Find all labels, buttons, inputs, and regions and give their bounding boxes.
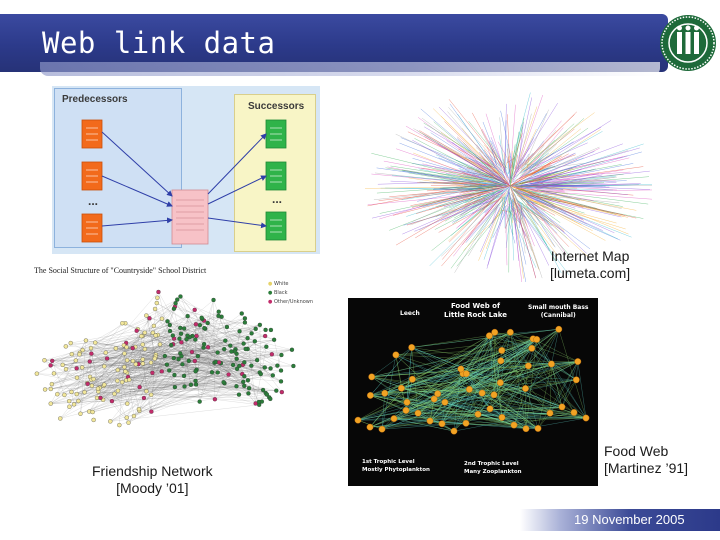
predecessors-successors-diagram: Predecessors Successors xyxy=(52,86,320,254)
slide-date: 19 November 2005 xyxy=(574,512,685,527)
friendship-network-image: The Social Structure of "Countryside" Sc… xyxy=(32,264,322,454)
food-web-title-line1: Food Web of xyxy=(450,302,501,310)
friendship-caption-line1: Friendship Network xyxy=(92,463,213,479)
internet-map-caption-line1: Internet Map xyxy=(550,248,630,264)
successor-ellipsis: ... xyxy=(272,192,283,206)
legend-white: ● White xyxy=(268,281,289,287)
level1-label: 1st Trophic Level Mostly Phytoplankton xyxy=(362,458,430,474)
legend-other: ● Other/Unknown xyxy=(268,299,314,305)
internet-map-image xyxy=(360,86,652,282)
bass-label: Small mouth Bass (Cannibal) xyxy=(528,304,588,320)
friendship-figure-title: The Social Structure of "Countryside" Sc… xyxy=(34,266,207,275)
center-node xyxy=(171,189,209,245)
pred-succ-graphic xyxy=(81,119,287,245)
legend-white-label: White xyxy=(273,281,289,287)
level2-label-line2: Many Zooplankton xyxy=(464,469,522,475)
bass-label-line2: (Cannibal) xyxy=(540,312,576,319)
footer-bar xyxy=(520,509,720,531)
legend-other-label: Other/Unknown xyxy=(273,299,314,305)
friendship-network-graphic xyxy=(34,289,296,428)
level1-label-line2: Mostly Phytoplankton xyxy=(362,467,430,473)
food-web-caption-line2: [Martinez ’91] xyxy=(604,460,689,476)
level2-label: 2nd Trophic Level Many Zooplankton xyxy=(464,460,522,476)
food-web-title-line2: Little Rock Lake xyxy=(444,311,507,319)
slide-title: Web link data xyxy=(42,26,276,60)
food-web-figure-title: Food Web of Little Rock Lake xyxy=(444,302,507,320)
level2-label-line1: 2nd Trophic Level xyxy=(464,461,519,467)
food-web-caption-line1: Food Web xyxy=(604,443,669,459)
leech-label: Leech xyxy=(400,310,420,317)
internet-map-caption: Internet Map [lumeta.com] xyxy=(550,248,630,282)
bass-label-line1: Small mouth Bass xyxy=(528,304,589,311)
legend-black-label: Black xyxy=(273,290,288,296)
food-web-graphic xyxy=(354,325,590,435)
friendship-caption-line2: [Moody ’01] xyxy=(116,480,189,496)
friendship-legend: ● White ● Black ● Other/Unknown xyxy=(268,280,313,307)
level1-label-line1: 1st Trophic Level xyxy=(362,459,415,465)
predecessor-ellipsis: ... xyxy=(88,194,99,208)
legend-black: ● Black xyxy=(268,290,288,296)
friendship-caption: Friendship Network [Moody ’01] xyxy=(92,463,213,497)
university-seal-icon xyxy=(660,15,716,71)
title-banner-shadow xyxy=(40,62,660,76)
food-web-image: Food Web of Little Rock Lake Leech Small… xyxy=(348,298,598,486)
internet-map-caption-line2: [lumeta.com] xyxy=(550,265,631,281)
predecessors-label: Predecessors xyxy=(62,94,128,105)
internet-map-graphic xyxy=(364,92,652,282)
successors-label: Successors xyxy=(248,101,305,112)
food-web-caption: Food Web [Martinez ’91] xyxy=(604,443,688,477)
